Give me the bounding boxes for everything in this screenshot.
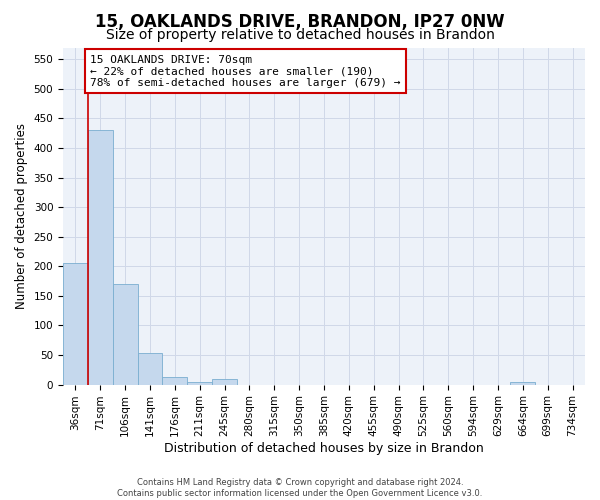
Text: 15, OAKLANDS DRIVE, BRANDON, IP27 0NW: 15, OAKLANDS DRIVE, BRANDON, IP27 0NW (95, 12, 505, 30)
Y-axis label: Number of detached properties: Number of detached properties (15, 123, 28, 309)
Text: Contains HM Land Registry data © Crown copyright and database right 2024.
Contai: Contains HM Land Registry data © Crown c… (118, 478, 482, 498)
Text: 15 OAKLANDS DRIVE: 70sqm
← 22% of detached houses are smaller (190)
78% of semi-: 15 OAKLANDS DRIVE: 70sqm ← 22% of detach… (91, 54, 401, 88)
Bar (88, 130, 113, 384)
X-axis label: Distribution of detached houses by size in Brandon: Distribution of detached houses by size … (164, 442, 484, 455)
Bar (113, 284, 137, 384)
Text: Size of property relative to detached houses in Brandon: Size of property relative to detached ho… (106, 28, 494, 42)
Bar (163, 377, 187, 384)
Bar (63, 264, 88, 384)
Bar (187, 382, 212, 384)
Bar (212, 380, 237, 384)
Bar (511, 382, 535, 384)
Bar (137, 354, 163, 384)
